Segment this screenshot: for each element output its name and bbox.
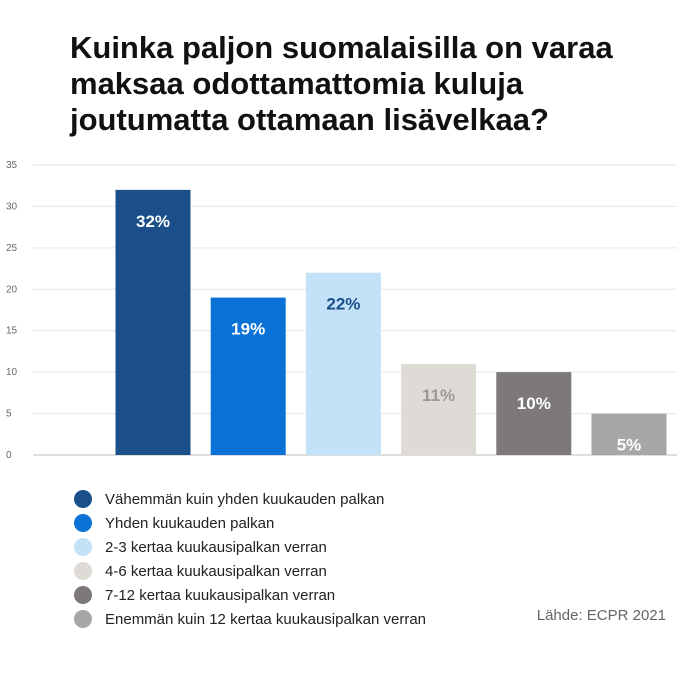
bar-value-label: 19% [231,320,265,339]
legend-item: Enemmän kuin 12 kertaa kuukausipalkan ve… [74,607,426,631]
title-line: joutumatta ottamaan lisävelkaa? [70,102,549,137]
legend-swatch [74,562,92,580]
y-tick-label: 30 [6,201,18,212]
bar-value-label: 32% [136,212,170,231]
y-tick-label: 5 [6,409,12,420]
legend-item: Vähemmän kuin yhden kuukauden palkan [74,487,426,511]
bar-value-label: 5% [617,436,642,455]
bar-chart: 0 5 10 15 20 25 30 35 32% 19% 22% 11% 10% 5% [6,160,677,461]
bar-value-label: 22% [326,295,360,314]
legend-swatch [74,538,92,556]
legend-label: Vähemmän kuin yhden kuukauden palkan [105,490,385,508]
bar [496,372,572,455]
y-tick-label: 15 [6,326,18,337]
title-line: Kuinka paljon suomalaisilla on varaa [70,30,613,65]
chart-title: Kuinka paljon suomalaisilla on varaa mak… [70,30,670,138]
y-tick-label: 35 [6,160,18,171]
source-note: Lähde: ECPR 2021 [536,607,666,624]
bar-value-label: 10% [517,394,551,413]
bar [115,189,191,455]
legend-label: Enemmän kuin 12 kertaa kuukausipalkan ve… [105,610,427,628]
legend-label: 2-3 kertaa kuukausipalkan verran [105,538,327,556]
y-tick-label: 20 [6,284,18,295]
bar [210,297,286,455]
legend-item: 2-3 kertaa kuukausipalkan verran [74,535,426,559]
legend-swatch [74,610,92,628]
legend-item: 7-12 kertaa kuukausipalkan verran [74,583,426,607]
legend-swatch [74,586,92,604]
legend-swatch [74,490,92,508]
title-line: maksaa odottamattomia kuluja [70,66,524,101]
bar [401,363,477,455]
legend-item: 4-6 kertaa kuukausipalkan verran [74,559,426,583]
legend-item: Yhden kuukauden palkan [74,511,426,535]
y-tick-label: 0 [6,450,12,461]
legend-label: 4-6 kertaa kuukausipalkan verran [105,562,327,580]
bar [591,413,667,455]
legend-swatch [74,514,92,532]
bar-value-label: 11% [422,386,455,405]
bar [305,272,381,455]
y-tick-label: 25 [6,243,18,254]
y-tick-label: 10 [6,367,18,378]
legend-label: 7-12 kertaa kuukausipalkan verran [105,586,336,604]
legend: Vähemmän kuin yhden kuukauden palkan Yhd… [74,487,426,631]
legend-label: Yhden kuukauden palkan [105,514,275,532]
